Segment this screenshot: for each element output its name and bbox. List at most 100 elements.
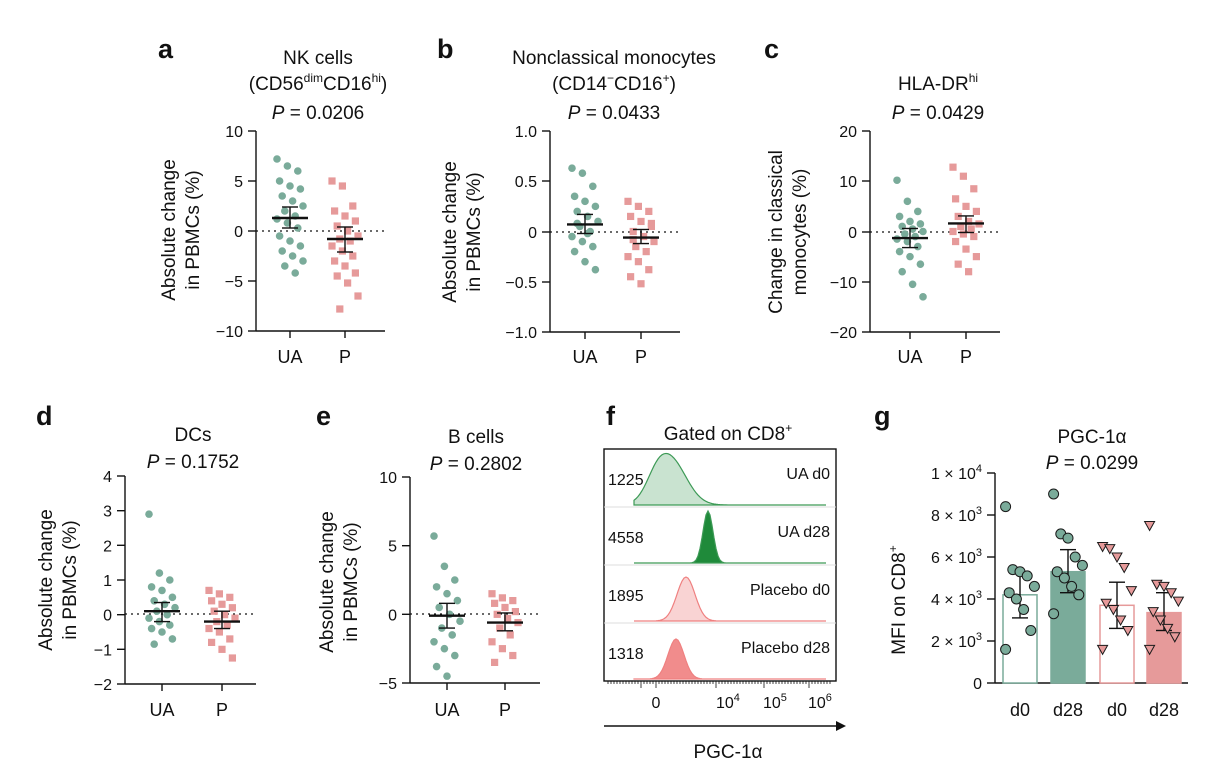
ua-point bbox=[435, 603, 444, 612]
ua-point bbox=[158, 628, 166, 636]
placebo-point bbox=[632, 242, 640, 251]
ua-point bbox=[581, 197, 589, 206]
ua-point bbox=[291, 269, 300, 277]
track-label: UA d0 bbox=[786, 466, 830, 483]
panel-c-ylabel: Change in classical monocytes (%) bbox=[766, 150, 811, 314]
panel-a-ylabel-line1: Absolute change bbox=[159, 159, 180, 301]
panel-g-ylabel: MFI on CD8+ bbox=[886, 545, 910, 654]
panel-c-ytick: 20 bbox=[839, 124, 857, 141]
placebo-point bbox=[1114, 615, 1127, 627]
panel-c-ytick: 10 bbox=[839, 174, 857, 191]
panel-b-title-line1: Nonclassical monocytes bbox=[512, 48, 716, 69]
panel-a-title-line1: NK cells bbox=[283, 48, 353, 69]
placebo-point bbox=[221, 611, 229, 619]
placebo-point bbox=[509, 597, 517, 605]
panel-f-title: Gated on CD8+ bbox=[664, 421, 792, 445]
placebo-point bbox=[1125, 586, 1138, 597]
ua-point bbox=[573, 207, 581, 216]
placebo-point bbox=[328, 242, 336, 250]
ua-point bbox=[916, 260, 925, 268]
panel-a-title-line2: (CD56dimCD16hi) bbox=[249, 71, 388, 95]
track-label: UA d28 bbox=[778, 524, 831, 541]
panel-b-xtick-ua: UA bbox=[572, 347, 597, 367]
panel-label-f: f bbox=[606, 401, 616, 431]
panel-d: d DCs P = 0.1752 Absolute change in PBMC… bbox=[36, 401, 256, 720]
placebo-point bbox=[349, 202, 357, 210]
placebo-point bbox=[970, 232, 978, 241]
placebo-point bbox=[642, 248, 650, 256]
placebo-point bbox=[341, 212, 349, 220]
ua-point bbox=[589, 242, 597, 251]
panel-g-ytick: 0 bbox=[973, 676, 982, 693]
placebo-point bbox=[1168, 632, 1181, 643]
ua-point bbox=[581, 257, 589, 266]
ua-point bbox=[147, 624, 156, 633]
ua-point bbox=[1018, 604, 1030, 615]
placebo-point bbox=[1121, 626, 1134, 637]
panel-d-ytick: 1 bbox=[103, 573, 112, 590]
ua-point bbox=[919, 227, 927, 236]
panel-label-g: g bbox=[874, 401, 891, 431]
track-value: 1225 bbox=[608, 472, 644, 489]
placebo-point bbox=[1172, 596, 1185, 608]
placebo-point bbox=[1111, 552, 1123, 564]
ua-point bbox=[299, 257, 307, 265]
placebo-point bbox=[967, 225, 975, 233]
placebo-point bbox=[338, 182, 346, 190]
histogram-curve bbox=[634, 576, 826, 622]
panel-b: b Nonclassical monocytes (CD14−CD16+) P … bbox=[437, 34, 716, 367]
ua-point bbox=[432, 662, 441, 671]
panel-d-ylabel: Absolute change in PBMCs (%) bbox=[36, 509, 81, 651]
placebo-point bbox=[965, 217, 973, 226]
panel-a-xtick-ua: UA bbox=[277, 347, 302, 367]
panel-label-d: d bbox=[36, 401, 53, 431]
panel-a-xtick-p: P bbox=[339, 347, 351, 367]
panel-g-ytick: 8 × 103 bbox=[931, 505, 982, 525]
placebo-point bbox=[501, 603, 509, 612]
placebo-point bbox=[650, 237, 658, 246]
placebo-point bbox=[637, 217, 645, 226]
ua-point bbox=[150, 640, 158, 648]
panel-f-arrow-head-icon bbox=[836, 721, 846, 731]
ua-point bbox=[166, 621, 174, 629]
placebo-point bbox=[231, 614, 239, 622]
placebo-point bbox=[627, 273, 635, 281]
panel-a-ytick: 10 bbox=[225, 124, 243, 141]
placebo-point bbox=[634, 202, 642, 210]
panel-f: f Gated on CD8+ 1225 UA d0 4558 UA d28 1895 P… bbox=[603, 401, 846, 763]
ua-point bbox=[906, 217, 914, 226]
ua-point bbox=[568, 164, 576, 172]
placebo-point bbox=[496, 624, 504, 632]
panel-e-pvalue: P = 0.2802 bbox=[430, 454, 522, 475]
panel-a-ytick: −5 bbox=[225, 274, 243, 291]
ua-point bbox=[1000, 501, 1012, 513]
ua-point bbox=[440, 644, 449, 653]
placebo-point bbox=[338, 247, 346, 255]
panel-g-xtick: d0 bbox=[1107, 700, 1127, 720]
ua-point bbox=[1066, 580, 1078, 592]
ua-point bbox=[448, 631, 457, 639]
svg-text:Absolute change: Absolute change bbox=[440, 161, 461, 303]
ua-point bbox=[1069, 551, 1081, 563]
placebo-point bbox=[1154, 615, 1167, 627]
placebo-point bbox=[344, 227, 352, 235]
placebo-point bbox=[634, 258, 642, 266]
panel-d-ytick: 0 bbox=[103, 608, 112, 625]
histogram-curve bbox=[634, 638, 826, 680]
ua-point bbox=[1000, 643, 1012, 655]
placebo-point bbox=[1161, 623, 1174, 635]
placebo-point bbox=[351, 217, 359, 225]
ua-point bbox=[578, 169, 587, 178]
placebo-point bbox=[341, 262, 349, 270]
ua-point bbox=[895, 212, 904, 221]
ua-point bbox=[443, 672, 451, 680]
panel-a-ylabel-line2: in PBMCs (%) bbox=[183, 170, 204, 289]
ua-point bbox=[283, 162, 292, 170]
panel-a-ytick: −10 bbox=[216, 324, 243, 341]
panel-a-ytick: 5 bbox=[234, 174, 243, 191]
ua-point bbox=[145, 614, 153, 622]
placebo-point bbox=[208, 638, 216, 646]
panel-e-title: B cells bbox=[448, 427, 504, 448]
panel-c-xtick-p: P bbox=[960, 347, 972, 367]
panel-e: e B cells P = 0.2802 Absolute change in … bbox=[316, 401, 540, 720]
